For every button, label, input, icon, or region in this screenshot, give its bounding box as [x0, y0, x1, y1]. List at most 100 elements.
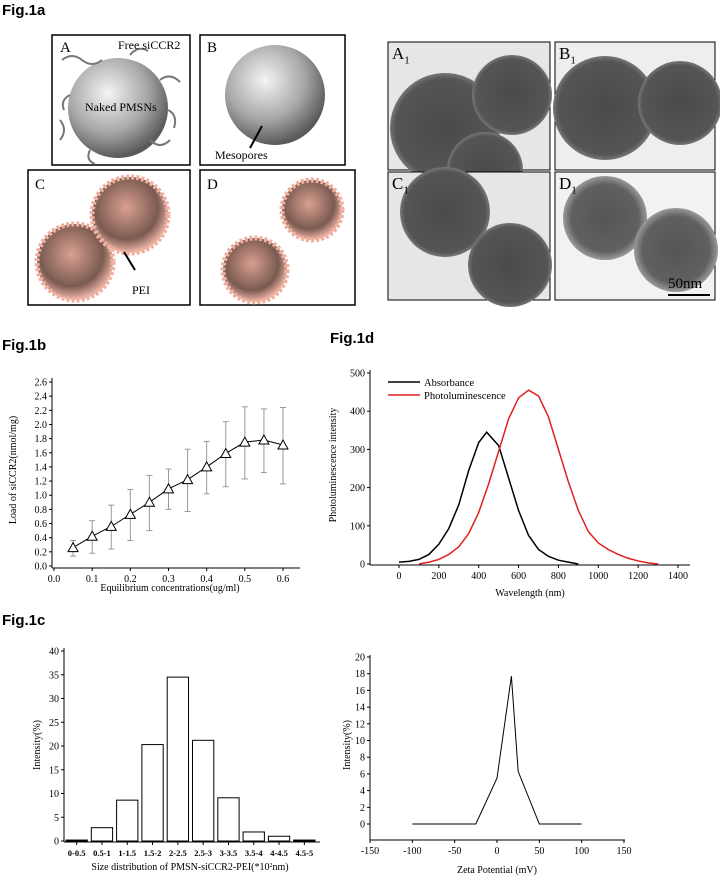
y-tick-label: 8	[360, 753, 365, 764]
zeta-line	[412, 676, 582, 825]
panel-B-letter: B	[207, 40, 218, 56]
x-tick-label: 0.1	[86, 574, 99, 585]
bar	[293, 839, 316, 842]
x-tick-label: 0.4	[200, 574, 213, 585]
bar	[90, 827, 114, 842]
x-tick-label: 2-2.5	[169, 848, 187, 858]
y-tick-label: 2	[360, 803, 365, 814]
x-tick-label: -50	[448, 846, 461, 857]
y-tick-label: 1.0	[35, 491, 48, 502]
data-point-triangle	[162, 482, 175, 494]
data-point-triangle	[143, 496, 156, 507]
load-line	[72, 439, 284, 549]
y-tick-label: 5	[54, 813, 59, 824]
y-tick-label: 0.0	[35, 562, 48, 573]
y-tick-label: 100	[350, 521, 365, 532]
tem-A1-label: A1	[392, 44, 410, 67]
y-tick-label: 0	[360, 820, 365, 831]
y-tick-label: 1.4	[35, 462, 48, 473]
y-tick-label: 2.0	[35, 420, 48, 431]
y-tick-label: 0.8	[35, 505, 48, 516]
y-axis-label: Intensity(%)	[342, 720, 353, 770]
y-tick-label: 1.8	[35, 434, 48, 445]
bar	[116, 799, 139, 842]
pmsn-sphere	[225, 45, 325, 145]
y-tick-label: 2.6	[35, 378, 48, 389]
x-tick-label: 1400	[668, 571, 688, 582]
free-sirna-label: Free siCCR2	[118, 38, 181, 52]
x-tick-label: 2.5-3	[194, 848, 212, 858]
x-tick-label: 0.2	[124, 574, 137, 585]
scale-bar-label: 50nm	[668, 276, 703, 292]
x-tick-label: 3.5-4	[245, 848, 263, 858]
y-tick-label: 30	[49, 694, 59, 705]
legend-label: Photoluminescence	[424, 391, 506, 402]
bar	[141, 744, 164, 842]
y-tick-label: 15	[49, 765, 59, 776]
fig1b-label: Fig.1b	[2, 337, 47, 354]
fig1a-label: Fig.1a	[2, 2, 46, 19]
x-tick-label: 400	[471, 571, 486, 582]
panel-C-letter: C	[35, 177, 46, 193]
data-point-triangle	[105, 520, 118, 531]
data-point-triangle	[219, 447, 232, 458]
pei-arrow	[123, 251, 136, 271]
y-tick-label: 1.6	[35, 448, 48, 459]
x-axis-label: Wavelength (nm)	[495, 588, 564, 599]
data-point-triangle	[200, 460, 213, 472]
y-tick-label: 200	[350, 483, 365, 494]
mesopores-label: Mesopores	[215, 148, 268, 162]
y-tick-label: 20	[355, 653, 365, 664]
y-tick-label: 1.2	[35, 477, 48, 488]
x-tick-label: 0.5-1	[93, 848, 111, 858]
y-tick-label: 2.2	[35, 406, 48, 417]
tem-C1-label: C1	[392, 174, 409, 197]
x-tick-label: 1200	[628, 571, 648, 582]
panel-D-letter: D	[207, 177, 218, 193]
y-tick-label: 6	[360, 769, 365, 780]
x-tick-label: 0.3	[162, 574, 175, 585]
y-tick-label: 12	[355, 719, 365, 730]
x-tick-label: 600	[511, 571, 526, 582]
y-tick-label: 300	[350, 445, 365, 456]
x-axis-label: Size distribution of PMSN-siCCR2-PEI(*10…	[91, 862, 288, 873]
x-tick-label: 1.5-2	[144, 848, 162, 858]
data-point-triangle	[86, 530, 99, 541]
y-tick-label: 0	[54, 837, 59, 848]
tem-D1-label: D1	[559, 174, 577, 197]
y-tick-label: 0	[360, 560, 365, 571]
x-tick-label: 0.5	[239, 574, 252, 585]
series-line-photoluminescence	[418, 389, 659, 565]
y-axis-label: Intensity(%)	[32, 720, 43, 770]
y-tick-label: 500	[350, 369, 365, 380]
y-tick-label: 4	[360, 786, 365, 797]
y-tick-label: 14	[355, 703, 365, 714]
bar	[166, 676, 189, 842]
x-tick-label: 200	[431, 571, 446, 582]
y-tick-label: 0.6	[35, 519, 48, 530]
x-tick-label: -100	[403, 846, 421, 857]
x-tick-label: 0-0.5	[68, 848, 86, 858]
data-point-triangle	[181, 473, 194, 485]
x-tick-label: 800	[551, 571, 566, 582]
pei-label: PEI	[132, 283, 150, 297]
mesopore-arrow	[249, 125, 263, 149]
x-axis-label: Equilibrium concentrations(ug/ml)	[100, 583, 239, 594]
bar	[217, 797, 240, 842]
y-tick-label: 35	[49, 670, 59, 681]
y-tick-label: 25	[49, 718, 59, 729]
data-point-triangle	[124, 508, 137, 519]
y-tick-label: 40	[49, 647, 59, 658]
fig1c-label: Fig.1c	[2, 612, 46, 629]
sirna-strands	[59, 47, 181, 165]
y-tick-label: 18	[355, 669, 365, 680]
data-point-triangle	[258, 434, 270, 445]
legend-label: Absorbance	[424, 378, 474, 389]
x-tick-label: 0.6	[277, 574, 290, 585]
x-tick-label: 0	[397, 571, 402, 582]
schematic-panels	[27, 34, 720, 307]
bar	[192, 739, 215, 842]
data-point-triangle	[238, 436, 251, 447]
